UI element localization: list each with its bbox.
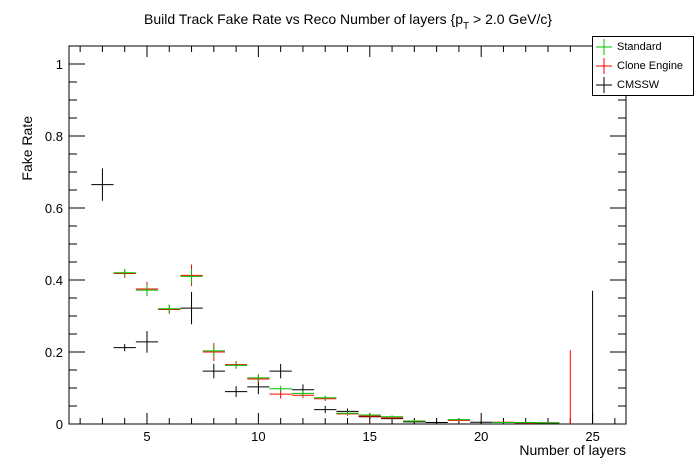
y-tick-label: 0.8 (45, 129, 63, 144)
data-point (447, 418, 471, 421)
plot-frame (68, 45, 627, 425)
data-point (425, 421, 448, 424)
x-tick-label: 15 (363, 429, 377, 444)
legend-marker-clone-engine (596, 58, 612, 74)
data-point (91, 168, 114, 201)
data-point (358, 413, 381, 417)
y-tick-label: 1 (56, 57, 63, 72)
chart-title-subscript: T (463, 21, 469, 32)
data-point (224, 361, 248, 369)
y-tick-label: 0.2 (45, 345, 63, 360)
chart-title: Build Track Fake Rate vs Reco Number of … (144, 11, 552, 32)
data-point (135, 331, 159, 353)
legend-label-standard: Standard (617, 41, 662, 53)
data-point (291, 390, 315, 397)
x-tick-label: 25 (585, 429, 599, 444)
legend-label-cmssw: CMSSW (617, 79, 660, 91)
data-point (202, 345, 225, 357)
data-point (336, 411, 359, 415)
y-tick-label: 0.6 (45, 201, 63, 216)
legend-entry-clone-engine: Clone Engine (593, 57, 693, 75)
data-point (314, 406, 337, 414)
legend-entry-standard: Standard (593, 38, 693, 56)
axis-tick-labels: 5 10 15 20 25 0 0.2 0.4 0.6 0.8 1 (45, 57, 600, 444)
axis-ticks (69, 46, 626, 425)
data-point (269, 363, 292, 379)
x-tick-label: 10 (251, 429, 265, 444)
data-point (470, 421, 493, 424)
x-tick-label: 20 (474, 429, 488, 444)
data-point (314, 395, 337, 400)
chart-title-main: Build Track Fake Rate vs Reco Number of … (144, 11, 463, 27)
x-tick-label: 5 (143, 429, 150, 444)
data-point (403, 420, 426, 423)
data-point (514, 421, 537, 424)
chart-title-tail: > 2.0 GeV/c} (469, 11, 552, 27)
legend-label-clone-engine: Clone Engine (617, 60, 684, 72)
legend-marker-cmssw (596, 77, 612, 93)
data-point (180, 269, 203, 284)
data-point (492, 421, 515, 424)
legend: Standard Clone Engine CMSSW (592, 36, 694, 96)
series-standard (113, 269, 560, 424)
data-point (202, 363, 225, 379)
y-tick-label: 0.4 (45, 273, 63, 288)
data-point (113, 344, 136, 352)
data-point (247, 374, 270, 382)
data-point (224, 386, 248, 397)
data-point (180, 291, 203, 325)
data-series-layer (91, 168, 594, 424)
legend-entry-cmssw: CMSSW (593, 76, 693, 94)
x-axis-label: Number of layers (519, 442, 626, 458)
y-tick-label: 0 (56, 417, 63, 432)
y-axis-label: Fake Rate (19, 116, 35, 181)
data-point (380, 415, 404, 419)
data-point (113, 269, 136, 277)
data-point (536, 422, 560, 424)
data-point (135, 284, 159, 296)
series-clone-engine (113, 264, 571, 424)
series-cmssw (91, 168, 594, 424)
legend-marker-standard (596, 39, 612, 55)
data-point (269, 385, 292, 392)
data-point (158, 304, 181, 314)
